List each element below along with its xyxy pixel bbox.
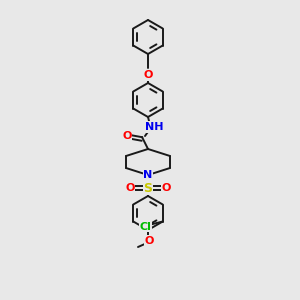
- Text: S: S: [143, 182, 152, 194]
- Text: O: O: [161, 183, 171, 193]
- Text: O: O: [143, 70, 153, 80]
- Text: N: N: [143, 170, 153, 180]
- Text: O: O: [125, 183, 135, 193]
- Text: NH: NH: [145, 122, 163, 132]
- Text: Cl: Cl: [140, 221, 152, 232]
- Text: O: O: [122, 131, 132, 141]
- Text: O: O: [144, 236, 154, 246]
